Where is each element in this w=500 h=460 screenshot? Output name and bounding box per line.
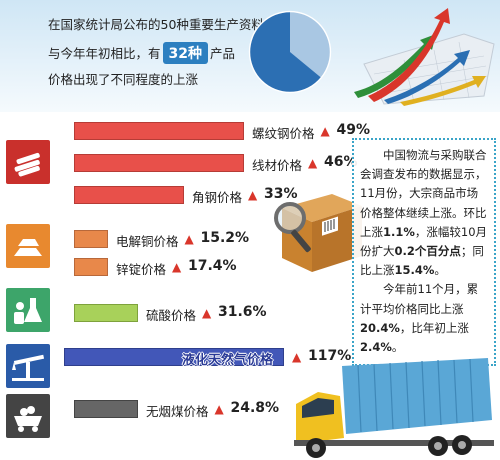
rise-marker: ▲ xyxy=(172,260,182,274)
oil-pump-icon xyxy=(6,344,50,388)
rise-marker: ▲ xyxy=(248,188,258,202)
rise-marker: ▲ xyxy=(292,350,302,364)
note-text: 。 xyxy=(391,340,404,355)
note-cumulative-rise: 20.4% xyxy=(360,320,400,335)
category-label: 角钢价格 xyxy=(192,190,243,205)
price-bar-chart: 螺纹钢价格 ▲ 49% 线材价格 ▲ 46% 角钢价格 ▲ 33% 电解铜价格 ▲ 15.2% 锌锭价格… xyxy=(0,112,500,460)
note-paragraph-2: 今年前11个月，累计平均价格同比上涨 20.4%，比年初上涨 2.4%。 xyxy=(360,280,488,357)
value-label: 46% xyxy=(324,154,358,170)
note-paragraph-1: 中国物流与采购联合会调查发布的数据显示，11月份，大宗商品市场价格整体继续上涨。… xyxy=(360,146,488,280)
pie-chart xyxy=(248,10,332,94)
header-line-2-post: 产品 xyxy=(210,46,236,61)
chemical-flask-icon xyxy=(6,288,50,332)
pie-slice-rising xyxy=(249,11,322,93)
cargo-truck-icon xyxy=(288,356,500,460)
rise-marker: ▲ xyxy=(320,124,330,138)
value-label: 17.4% xyxy=(188,258,237,274)
note-mom-rise: 1.1% xyxy=(383,224,415,239)
rise-marker: ▲ xyxy=(202,306,212,320)
header-line-2-pre: 与今年年初相比，有 xyxy=(48,46,161,61)
rise-marker: ▲ xyxy=(214,402,224,416)
rise-marker: ▲ xyxy=(184,232,194,246)
pie-outline xyxy=(248,10,332,94)
header-banner: 在国家统计局公布的50种重要生产资料价格中， 与今年年初相比，有 32种 产品 价格… xyxy=(0,0,500,112)
header-line-2: 与今年年初相比，有 32种 产品 xyxy=(48,42,235,64)
value-label: 33% xyxy=(264,186,298,202)
logistics-note-panel: 中国物流与采购联合会调查发布的数据显示，11月份，大宗商品市场价格整体继续上涨。… xyxy=(352,138,496,366)
bar-2 xyxy=(74,154,244,172)
value-label: 49% xyxy=(336,122,371,138)
category-label: 锌锭价格 xyxy=(116,262,167,277)
value-label: 31.6% xyxy=(218,304,267,320)
bar-8 xyxy=(74,400,138,418)
category-label: 硫酸价格 xyxy=(146,308,197,323)
note-text: ；同比上涨 xyxy=(360,244,484,278)
value-label: 24.8% xyxy=(230,400,280,416)
bar-6 xyxy=(74,304,138,322)
note-text: 今年前11个月，累计平均价格同比上涨 xyxy=(360,282,479,316)
value-label: 117% xyxy=(308,348,352,364)
steel-rods-icon xyxy=(6,140,50,184)
note-text: ，涨幅较10月份扩大 xyxy=(360,224,488,259)
note-text: 。 xyxy=(434,263,446,278)
category-label: 无烟煤价格 xyxy=(146,404,209,419)
count-badge: 32种 xyxy=(162,42,208,64)
value-label: 15.2% xyxy=(200,230,250,246)
note-expansion: 0.2个百分点 xyxy=(394,244,461,259)
rise-marker: ▲ xyxy=(308,156,318,170)
note-text: ，比年初上涨 xyxy=(399,320,469,335)
bar-5 xyxy=(74,258,108,276)
note-ytd-rise: 2.4% xyxy=(360,340,392,355)
header-line-3: 价格出现了不同程度的上涨 xyxy=(48,72,199,87)
header-line-1: 在国家统计局公布的50种重要生产资料价格中， xyxy=(48,17,314,32)
category-label: 液化天然气价格 xyxy=(182,353,274,368)
category-label: 电解铜价格 xyxy=(116,234,179,249)
category-label: 线材价格 xyxy=(252,158,303,173)
rising-arrows-graph-icon xyxy=(354,8,495,106)
note-yoy-rise: 15.4% xyxy=(394,263,435,278)
metal-ingots-icon xyxy=(6,224,50,268)
category-label: 螺纹钢价格 xyxy=(252,126,315,141)
cardboard-box-magnifier-icon xyxy=(272,178,368,282)
bar-4 xyxy=(74,230,108,248)
coal-cart-icon xyxy=(6,394,50,438)
note-text: 中国物流与采购联合会调查发布的数据显示，11月份，大宗商品市场价格整体继续上涨。… xyxy=(360,148,487,239)
bar-7 xyxy=(64,348,284,366)
bar-1 xyxy=(74,122,244,140)
bar-3 xyxy=(74,186,184,204)
